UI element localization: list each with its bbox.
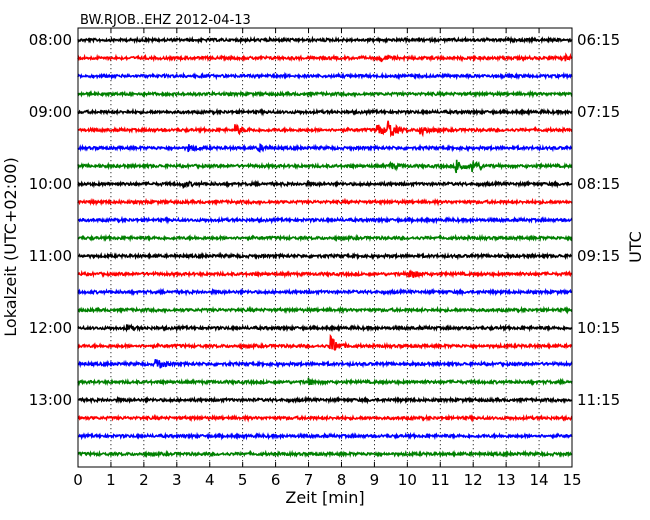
- x-tick-label: 11: [431, 471, 450, 489]
- trace-0845: [77, 89, 573, 99]
- trace-0900: [77, 107, 573, 117]
- x-tick-label: 6: [271, 471, 281, 489]
- trace-0815: [77, 52, 573, 63]
- trace-1045: [77, 233, 573, 243]
- trace-1100: [77, 251, 573, 261]
- trace-1330: [77, 431, 573, 441]
- y-axis-right-title: UTC: [626, 231, 645, 263]
- trace-1315: [77, 413, 573, 423]
- trace-1345: [77, 449, 573, 459]
- y-tick-label-left: 13:00: [29, 391, 72, 409]
- trace-1115: [77, 269, 573, 279]
- x-tick-label: 0: [73, 471, 83, 489]
- y-tick-label-right: 08:15: [577, 175, 620, 193]
- x-tick-label: 14: [530, 471, 549, 489]
- trace-0830: [77, 71, 573, 81]
- x-tick-label: 15: [562, 471, 581, 489]
- trace-1230: [77, 359, 573, 369]
- y-tick-label-left: 11:00: [29, 247, 72, 265]
- chart-title: BW.RJOB..EHZ 2012-04-13: [80, 13, 251, 28]
- y-tick-label-left: 10:00: [29, 175, 72, 193]
- y-tick-label-left: 08:00: [29, 31, 72, 49]
- axis-labels: 08:00 09:00 10:00 11:00 12:00 13:00 06:15 07:15…: [29, 31, 620, 409]
- trace-1000: [77, 179, 573, 190]
- x-axis-ticks: 0 1 2 3 4 5 6 7 8 9 10 11 12 13 14 15: [73, 28, 582, 489]
- y-tick-label-left: 12:00: [29, 319, 72, 337]
- trace-0945: [77, 159, 573, 174]
- y-tick-label-right: 06:15: [577, 31, 620, 49]
- vertical-grid: [110, 28, 540, 467]
- x-axis-title: Zeit [min]: [285, 488, 364, 507]
- trace-1300: [77, 395, 573, 405]
- x-tick-label: 5: [238, 471, 248, 489]
- y-tick-label-right: 09:15: [577, 247, 620, 265]
- trace-1030: [77, 215, 573, 225]
- y-tick-label-left: 09:00: [29, 103, 72, 121]
- trace-1215: [77, 333, 573, 351]
- x-tick-label: 13: [497, 471, 516, 489]
- trace-0930: [77, 143, 573, 153]
- x-tick-label: 4: [205, 471, 215, 489]
- x-tick-label: 8: [337, 471, 347, 489]
- trace-1130: [77, 287, 573, 297]
- trace-1245: [77, 377, 573, 387]
- x-tick-label: 10: [398, 471, 417, 489]
- x-tick-label: 12: [464, 471, 483, 489]
- x-tick-label: 1: [106, 471, 116, 489]
- x-tick-label: 7: [304, 471, 314, 489]
- y-tick-label-right: 10:15: [577, 319, 620, 337]
- y-tick-label-right: 11:15: [577, 391, 620, 409]
- y-axis-left-title: Lokalzeit (UTC+02:00): [1, 157, 20, 336]
- trace-0800: [77, 35, 573, 45]
- x-tick-label: 2: [139, 471, 149, 489]
- trace-1145: [77, 305, 573, 315]
- trace-0915: [77, 120, 573, 138]
- trace-1200: [77, 323, 573, 333]
- x-tick-label: 3: [172, 471, 182, 489]
- trace-1015: [77, 197, 573, 207]
- plot-frame: [77, 27, 573, 468]
- y-tick-label-right: 07:15: [577, 103, 620, 121]
- x-tick-label: 9: [370, 471, 380, 489]
- trace-lines: [77, 35, 573, 459]
